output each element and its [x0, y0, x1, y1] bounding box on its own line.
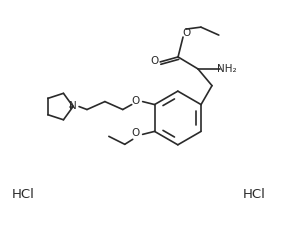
Text: O: O [182, 28, 190, 38]
Text: N: N [69, 101, 77, 111]
Text: O: O [131, 128, 140, 138]
Text: HCl: HCl [11, 188, 34, 201]
Text: NH₂: NH₂ [217, 64, 237, 74]
Text: HCl: HCl [243, 188, 266, 201]
Text: O: O [131, 95, 140, 106]
Text: O: O [150, 56, 158, 66]
